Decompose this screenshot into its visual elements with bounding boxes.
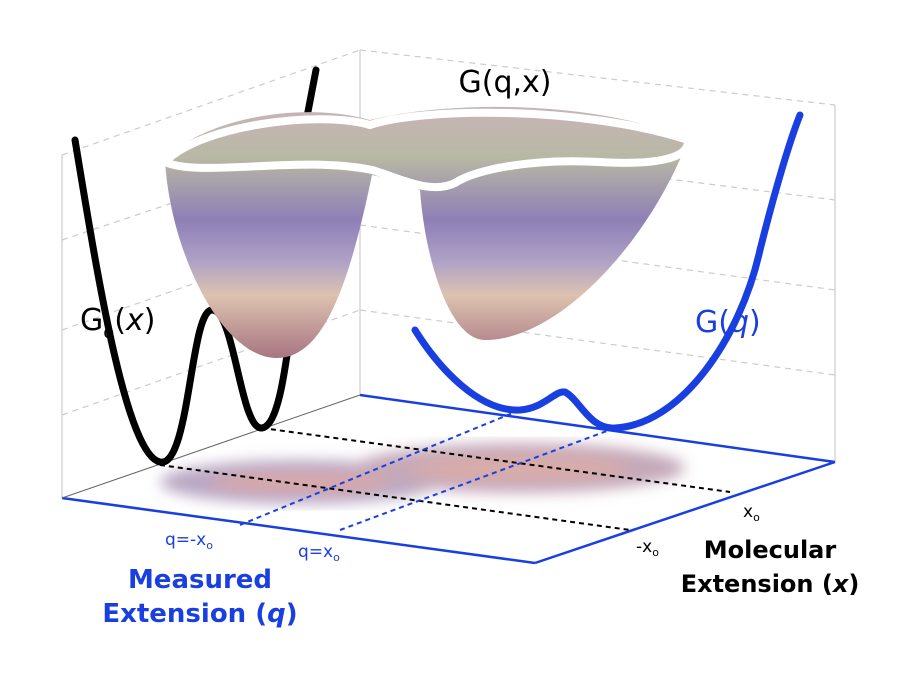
floor-projection	[160, 443, 685, 504]
gq-curve	[411, 111, 804, 432]
q-plus-label: q=xo	[298, 542, 340, 564]
floor-edge	[61, 394, 361, 499]
gq-label: G(q)	[695, 305, 761, 340]
q-minus-label: q=-xo	[165, 530, 213, 552]
go-label: Go(x)	[80, 303, 155, 343]
projection-lines	[159, 409, 731, 531]
go-curve	[71, 136, 299, 466]
molecular-axis-line2: Extension (x)	[681, 570, 860, 598]
energy-surface	[165, 106, 688, 359]
x-minus-label: -xo	[636, 537, 659, 559]
measured-axis-line2: Extension (q)	[102, 599, 297, 629]
measured-axis-line1: Measured	[128, 565, 272, 595]
molecular-axis-line1: Molecular	[704, 536, 837, 564]
surface-rim	[158, 108, 692, 192]
surface-label: G(q,x)	[459, 65, 552, 100]
floor-edges	[61, 393, 836, 565]
x-plus-label: xo	[743, 502, 760, 524]
